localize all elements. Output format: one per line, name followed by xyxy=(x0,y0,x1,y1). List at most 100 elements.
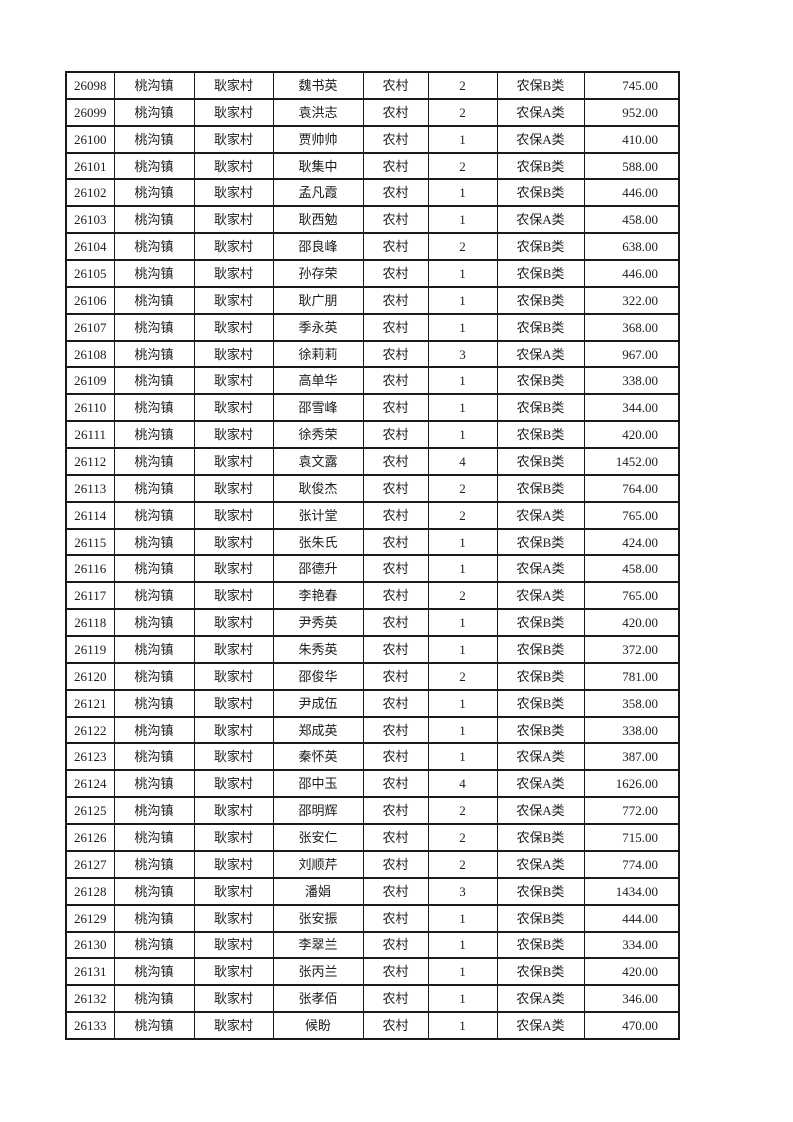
cell-residence-type: 农村 xyxy=(362,420,429,450)
table-row: 26116 桃沟镇 耿家村 邵德升 农村 1 农保A类 458.00 xyxy=(65,554,680,584)
cell-insurance-category: 农保B类 xyxy=(496,366,585,396)
cell-residence-type: 农村 xyxy=(362,769,429,799)
cell-person-count: 2 xyxy=(427,232,498,262)
cell-village: 耿家村 xyxy=(193,688,274,718)
cell-village: 耿家村 xyxy=(193,393,274,423)
cell-insurance-category: 农保B类 xyxy=(496,608,585,638)
cell-town: 桃沟镇 xyxy=(113,232,195,262)
table-row: 26107 桃沟镇 耿家村 季永英 农村 1 农保B类 368.00 xyxy=(65,312,680,342)
cell-residence-type: 农村 xyxy=(362,823,429,852)
cell-person-count: 1 xyxy=(427,930,498,960)
cell-village: 耿家村 xyxy=(193,1011,274,1040)
table-row: 26109 桃沟镇 耿家村 高单华 农村 1 农保B类 338.00 xyxy=(65,366,680,396)
table-row: 26125 桃沟镇 耿家村 邵明辉 农村 2 农保A类 772.00 xyxy=(65,796,680,826)
cell-record-id: 26127 xyxy=(65,849,115,879)
cell-residence-type: 农村 xyxy=(362,124,429,154)
cell-person-count: 2 xyxy=(427,473,498,503)
cell-amount: 420.00 xyxy=(583,420,680,450)
cell-residence-type: 农村 xyxy=(362,178,429,208)
insurance-payment-table: 26098 桃沟镇 耿家村 魏书英 农村 2 农保B类 745.00 26099… xyxy=(65,71,680,1040)
cell-village: 耿家村 xyxy=(193,527,274,557)
cell-town: 桃沟镇 xyxy=(113,259,195,288)
cell-person-name: 朱秀英 xyxy=(272,635,364,664)
cell-person-name: 邵雪峰 xyxy=(272,393,364,423)
cell-person-count: 1 xyxy=(427,366,498,396)
cell-amount: 1452.00 xyxy=(583,447,680,476)
cell-insurance-category: 农保A类 xyxy=(496,796,585,826)
cell-person-name: 张安振 xyxy=(272,903,364,933)
cell-person-name: 耿俊杰 xyxy=(272,473,364,503)
table-row: 26115 桃沟镇 耿家村 张朱氏 农村 1 农保B类 424.00 xyxy=(65,527,680,557)
cell-record-id: 26106 xyxy=(65,285,115,315)
cell-residence-type: 农村 xyxy=(362,151,429,181)
table-row: 26105 桃沟镇 耿家村 孙存荣 农村 1 农保B类 446.00 xyxy=(65,259,680,288)
cell-insurance-category: 农保A类 xyxy=(496,1011,585,1040)
cell-village: 耿家村 xyxy=(193,124,274,154)
cell-person-count: 1 xyxy=(427,312,498,342)
cell-village: 耿家村 xyxy=(193,71,274,100)
cell-amount: 781.00 xyxy=(583,661,680,691)
table-row: 26106 桃沟镇 耿家村 耿广朋 农村 1 农保B类 322.00 xyxy=(65,285,680,315)
cell-person-count: 1 xyxy=(427,1011,498,1040)
cell-record-id: 26107 xyxy=(65,312,115,342)
cell-record-id: 26112 xyxy=(65,447,115,476)
cell-person-name: 徐莉莉 xyxy=(272,339,364,369)
cell-record-id: 26099 xyxy=(65,97,115,127)
cell-village: 耿家村 xyxy=(193,715,274,745)
cell-person-count: 2 xyxy=(427,823,498,852)
cell-record-id: 26108 xyxy=(65,339,115,369)
cell-town: 桃沟镇 xyxy=(113,796,195,826)
cell-person-name: 邵中玉 xyxy=(272,769,364,799)
cell-record-id: 26123 xyxy=(65,742,115,772)
cell-record-id: 26100 xyxy=(65,124,115,154)
cell-town: 桃沟镇 xyxy=(113,876,195,906)
cell-residence-type: 农村 xyxy=(362,366,429,396)
cell-person-count: 2 xyxy=(427,581,498,611)
cell-person-name: 耿西勉 xyxy=(272,205,364,235)
cell-record-id: 26131 xyxy=(65,957,115,987)
cell-person-name: 刘顺芹 xyxy=(272,849,364,879)
cell-residence-type: 农村 xyxy=(362,71,429,100)
cell-town: 桃沟镇 xyxy=(113,473,195,503)
cell-person-name: 张丙兰 xyxy=(272,957,364,987)
cell-record-id: 26125 xyxy=(65,796,115,826)
cell-person-name: 张孝佰 xyxy=(272,984,364,1014)
table-row: 26110 桃沟镇 耿家村 邵雪峰 农村 1 农保B类 344.00 xyxy=(65,393,680,423)
table-row: 26100 桃沟镇 耿家村 贾帅帅 农村 1 农保A类 410.00 xyxy=(65,124,680,154)
cell-amount: 346.00 xyxy=(583,984,680,1014)
cell-town: 桃沟镇 xyxy=(113,205,195,235)
cell-village: 耿家村 xyxy=(193,661,274,691)
cell-village: 耿家村 xyxy=(193,957,274,987)
cell-person-name: 邵俊华 xyxy=(272,661,364,691)
cell-person-count: 1 xyxy=(427,420,498,450)
cell-residence-type: 农村 xyxy=(362,608,429,638)
cell-insurance-category: 农保A类 xyxy=(496,97,585,127)
cell-record-id: 26111 xyxy=(65,420,115,450)
cell-person-count: 1 xyxy=(427,742,498,772)
cell-record-id: 26117 xyxy=(65,581,115,611)
cell-person-name: 郑成英 xyxy=(272,715,364,745)
cell-amount: 715.00 xyxy=(583,823,680,852)
cell-person-count: 3 xyxy=(427,339,498,369)
cell-record-id: 26119 xyxy=(65,635,115,664)
table-row: 26132 桃沟镇 耿家村 张孝佰 农村 1 农保A类 346.00 xyxy=(65,984,680,1014)
cell-person-name: 邵德升 xyxy=(272,554,364,584)
cell-insurance-category: 农保B类 xyxy=(496,930,585,960)
cell-amount: 638.00 xyxy=(583,232,680,262)
cell-town: 桃沟镇 xyxy=(113,1011,195,1040)
cell-residence-type: 农村 xyxy=(362,688,429,718)
cell-person-count: 2 xyxy=(427,97,498,127)
cell-record-id: 26129 xyxy=(65,903,115,933)
cell-town: 桃沟镇 xyxy=(113,124,195,154)
cell-record-id: 26130 xyxy=(65,930,115,960)
cell-person-name: 张朱氏 xyxy=(272,527,364,557)
cell-insurance-category: 农保B类 xyxy=(496,232,585,262)
table-row: 26126 桃沟镇 耿家村 张安仁 农村 2 农保B类 715.00 xyxy=(65,823,680,852)
cell-insurance-category: 农保B类 xyxy=(496,527,585,557)
cell-village: 耿家村 xyxy=(193,259,274,288)
cell-amount: 420.00 xyxy=(583,608,680,638)
cell-town: 桃沟镇 xyxy=(113,420,195,450)
cell-amount: 588.00 xyxy=(583,151,680,181)
cell-residence-type: 农村 xyxy=(362,715,429,745)
cell-amount: 410.00 xyxy=(583,124,680,154)
